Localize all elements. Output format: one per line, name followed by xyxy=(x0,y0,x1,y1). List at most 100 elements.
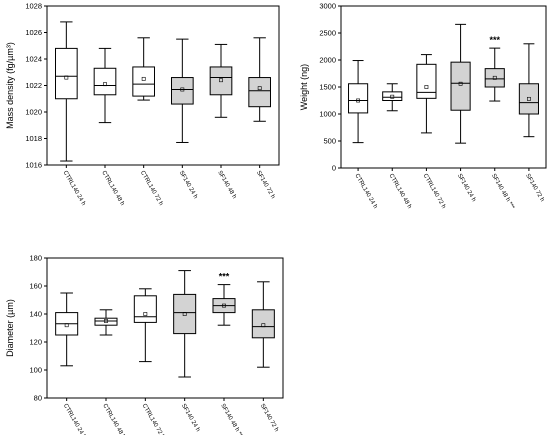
x-tick-label: SF140 48 h *** xyxy=(490,173,515,211)
box-6 xyxy=(248,37,271,122)
x-tick-label: CTRL140 72 h xyxy=(139,170,164,207)
y-tick-label: 1022 xyxy=(25,81,42,90)
y-axis-label: Weight (ng) xyxy=(299,64,309,110)
x-tick-label: SF140 24 h xyxy=(178,170,199,200)
mean-marker xyxy=(104,319,108,323)
x-tick-label: CTRL140 72 h xyxy=(141,403,166,435)
y-tick-label: 1018 xyxy=(25,134,42,143)
box-2 xyxy=(94,309,118,336)
y-tick-label: 180 xyxy=(29,254,42,263)
mean-marker xyxy=(424,85,429,89)
iqr-box xyxy=(416,63,437,99)
x-tick-label: SF140 72 h xyxy=(259,403,280,433)
x-tick-label: SF140 72 h xyxy=(255,170,276,200)
iqr-box xyxy=(94,317,118,326)
box-4 xyxy=(171,38,194,143)
box-5 xyxy=(209,43,233,118)
y-tick-label: 1024 xyxy=(25,55,42,64)
iqr-box xyxy=(209,66,233,96)
mean-marker xyxy=(356,98,360,103)
box-3 xyxy=(132,37,155,101)
iqr-box xyxy=(55,47,78,100)
y-tick-label: 1020 xyxy=(25,108,42,117)
x-tick-label: CTRL140 24 h xyxy=(353,173,378,210)
box-5 xyxy=(484,47,505,102)
y-tick-label: 120 xyxy=(29,338,42,347)
x-tick-label: SF140 72 h xyxy=(524,173,545,203)
y-tick-label: 500 xyxy=(323,137,336,146)
mean-marker xyxy=(143,312,148,316)
mean-marker xyxy=(182,312,187,316)
mean-marker xyxy=(180,87,185,92)
mean-marker xyxy=(141,76,146,81)
significance-annotation: *** xyxy=(219,272,230,282)
box-5 xyxy=(212,284,236,326)
chart-panel-1: 1016 1018 1020 1022 1024 1026 1028 Mass density… xyxy=(5,2,280,207)
mean-marker xyxy=(103,82,107,87)
y-tick-label: 1028 xyxy=(25,2,42,11)
plot-area-frame xyxy=(46,257,284,399)
y-tick-label: 80 xyxy=(34,394,42,403)
iqr-box xyxy=(484,68,505,88)
x-tick-label: SF140 48 h *** xyxy=(219,403,244,435)
y-axis-label: Diameter (µm) xyxy=(5,299,15,357)
y-tick-label: 100 xyxy=(29,366,42,375)
x-tick-label: SF140 48 h xyxy=(216,170,237,200)
x-tick-label: CTRL140 48 h xyxy=(388,173,413,210)
box-6 xyxy=(518,43,539,138)
y-tick-label: 160 xyxy=(29,282,42,291)
plot-area-frame xyxy=(46,5,280,166)
y-tick-label: 3000 xyxy=(319,2,336,11)
y-tick-label: 1016 xyxy=(25,161,42,170)
y-tick-label: 1026 xyxy=(25,28,42,37)
y-tick-label: 2500 xyxy=(319,29,336,38)
chart-panel-3: 80 100 120 140 160 180 Diameter (µm) CTRL140 24… xyxy=(5,254,284,435)
box-4 xyxy=(173,270,197,378)
x-tick-label: CTRL140 72 h xyxy=(422,173,447,210)
iqr-box xyxy=(348,83,369,114)
mean-marker xyxy=(219,78,223,83)
x-tick-label: CTRL140 24 h xyxy=(62,403,87,435)
mean-marker xyxy=(64,323,69,328)
mean-marker xyxy=(390,94,395,99)
y-tick-label: 1500 xyxy=(319,83,336,92)
y-axis-label: Mass density (fg/µm³) xyxy=(5,42,15,129)
mean-marker xyxy=(257,86,262,91)
box-2 xyxy=(382,83,403,112)
x-tick-label: CTRL140 24 h xyxy=(62,170,87,207)
iqr-box xyxy=(382,91,403,102)
box-1 xyxy=(55,292,79,367)
box-1 xyxy=(55,21,78,162)
iqr-box xyxy=(93,67,117,96)
y-tick-label: 0 xyxy=(332,164,336,173)
box-6 xyxy=(251,281,275,368)
x-tick-label: SF140 24 h xyxy=(456,173,477,203)
mean-marker xyxy=(261,323,266,328)
box-3 xyxy=(416,54,437,134)
x-tick-label: SF140 24 h xyxy=(180,403,201,433)
mean-marker xyxy=(492,75,497,80)
iqr-box xyxy=(248,77,271,108)
mean-marker xyxy=(64,75,69,80)
significance-annotation: *** xyxy=(489,35,500,45)
x-tick-label: CTRL140 48 h xyxy=(101,403,126,435)
box-3 xyxy=(133,288,157,363)
iqr-box xyxy=(133,295,157,323)
iqr-box xyxy=(173,293,197,335)
mean-marker xyxy=(527,96,531,101)
box-2 xyxy=(93,47,117,124)
iqr-box xyxy=(518,83,539,115)
iqr-box xyxy=(132,66,155,97)
plot-area-frame xyxy=(340,5,547,169)
y-tick-label: 2000 xyxy=(319,56,336,65)
chart-panel-2: 0 500 1000 1500 2000 2500 3000 Weight (ng) CTRL1… xyxy=(299,2,547,211)
box-4 xyxy=(450,23,471,144)
y-tick-label: 140 xyxy=(29,310,42,319)
mean-marker xyxy=(458,81,463,86)
box-1 xyxy=(348,60,369,144)
x-tick-label: CTRL140 48 h xyxy=(100,170,125,207)
y-tick-label: 1000 xyxy=(319,110,336,119)
iqr-box xyxy=(450,61,471,111)
mean-marker xyxy=(222,303,226,308)
